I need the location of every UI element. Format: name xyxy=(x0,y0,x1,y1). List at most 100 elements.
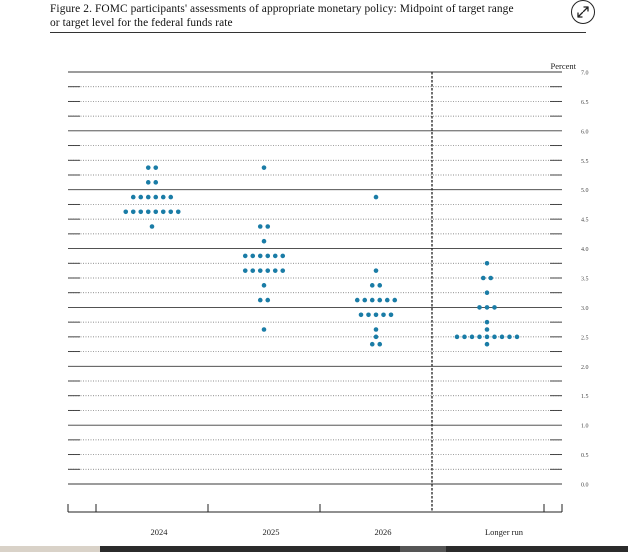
y-tick-label: 0.5 xyxy=(581,453,589,459)
participant-dot xyxy=(354,297,360,303)
participant-dot xyxy=(377,283,383,288)
participant-dot xyxy=(373,327,379,332)
participant-dot xyxy=(492,305,497,310)
participant-dot xyxy=(484,341,490,347)
participant-dot xyxy=(261,165,267,170)
participant-dot xyxy=(384,297,390,303)
participant-dot xyxy=(280,268,286,273)
participant-dot xyxy=(373,268,379,273)
y-ticks: 0.0 0.5 1.0 1.5 2.0 2.5 3.0 3.5 4.0 4.5 5.0 5.5 6.0 6… xyxy=(581,71,589,489)
participant-dot xyxy=(362,297,368,303)
gridlines xyxy=(68,71,562,512)
participant-dot xyxy=(145,209,151,215)
y-tick-label: 0.0 xyxy=(581,483,589,489)
participant-dot xyxy=(265,268,271,273)
x-category-label: 2025 xyxy=(263,527,280,537)
participant-dot xyxy=(123,209,129,215)
y-tick-label: 5.0 xyxy=(581,188,589,194)
participant-dot xyxy=(261,238,267,244)
participant-dot xyxy=(484,260,490,266)
participant-dot xyxy=(168,209,174,215)
participant-dot xyxy=(377,297,383,303)
participant-dot xyxy=(477,305,482,310)
participant-dot xyxy=(507,334,512,340)
participant-dot xyxy=(280,253,286,259)
participant-dot xyxy=(160,194,166,200)
participant-dot xyxy=(130,209,136,215)
x-category-label: 2026 xyxy=(375,527,392,537)
participant-dot xyxy=(149,224,155,229)
participant-dot xyxy=(373,194,379,200)
participant-dot xyxy=(261,327,267,332)
participant-dot xyxy=(261,283,267,288)
participant-dot xyxy=(484,334,490,340)
participant-dot xyxy=(369,283,375,288)
participant-dot xyxy=(250,253,256,259)
participant-dot xyxy=(242,268,248,273)
participant-dot xyxy=(484,305,490,310)
participant-dot xyxy=(477,334,482,340)
participant-dot xyxy=(392,297,398,303)
y-tick-label: 4.5 xyxy=(581,218,589,224)
y-tick-label: 2.5 xyxy=(581,335,589,341)
y-axis-label: Percent xyxy=(551,61,577,71)
y-tick-label: 3.0 xyxy=(581,306,589,312)
participant-dot xyxy=(265,297,271,303)
caption-line-1: Figure 2. FOMC participants' assessments… xyxy=(50,3,514,15)
y-tick-label: 3.5 xyxy=(581,277,589,283)
participant-dot xyxy=(257,268,263,273)
participant-dot xyxy=(168,194,174,200)
participant-dot xyxy=(462,334,467,340)
participant-dot xyxy=(484,319,490,325)
x-axis: 2024 2025 2026 Longer run xyxy=(67,504,563,537)
y-tick-label: 1.0 xyxy=(581,424,589,430)
participant-dot xyxy=(257,224,263,229)
figure-caption: Figure 2. FOMC participants' assessments… xyxy=(50,2,590,30)
participant-dot xyxy=(373,334,379,340)
expand-button[interactable] xyxy=(571,0,595,24)
y-tick-label: 4.0 xyxy=(581,247,589,253)
participant-dot xyxy=(265,224,271,229)
participant-dot xyxy=(272,253,278,259)
participant-dot xyxy=(145,194,151,200)
y-tick-label: 7.0 xyxy=(581,71,589,77)
participant-dot xyxy=(377,341,383,347)
x-category-label: 2024 xyxy=(151,527,169,537)
participant-dot xyxy=(366,312,371,318)
participant-dot xyxy=(257,253,263,259)
participant-dot xyxy=(153,209,159,215)
participant-dot xyxy=(130,194,136,200)
participant-dot xyxy=(242,253,248,259)
participant-dot xyxy=(272,268,278,273)
participant-dot xyxy=(369,297,375,303)
participant-dot xyxy=(175,209,181,215)
dots xyxy=(123,165,520,347)
y-tick-label: 6.0 xyxy=(581,129,589,135)
participant-dot xyxy=(369,341,375,347)
participant-dot xyxy=(138,194,144,200)
x-category-label: Longer run xyxy=(485,527,524,537)
participant-dot xyxy=(381,312,386,318)
participant-dot xyxy=(265,253,271,259)
participant-dot xyxy=(160,209,166,215)
participant-dot xyxy=(469,334,475,340)
participant-dot xyxy=(250,268,256,273)
participant-dot xyxy=(484,290,490,296)
participant-dot xyxy=(454,334,460,340)
y-tick-label: 6.5 xyxy=(581,100,589,106)
bottom-strip xyxy=(0,546,628,552)
participant-dot xyxy=(145,165,151,170)
participant-dot xyxy=(480,275,486,281)
y-tick-label: 2.0 xyxy=(581,365,589,371)
participant-dot xyxy=(488,275,494,281)
participant-dot xyxy=(358,312,364,318)
participant-dot xyxy=(388,312,394,318)
participant-dot xyxy=(138,209,144,215)
participant-dot xyxy=(153,180,159,185)
participant-dot xyxy=(153,194,159,200)
y-tick-label: 1.5 xyxy=(581,394,589,400)
participant-dot xyxy=(153,165,159,170)
participant-dot xyxy=(257,297,263,303)
participant-dot xyxy=(145,180,151,185)
